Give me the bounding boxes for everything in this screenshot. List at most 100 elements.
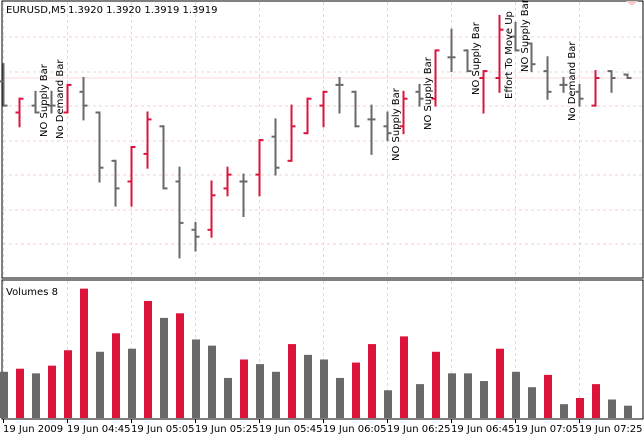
volume-bar — [544, 374, 552, 418]
price-bar — [31, 90, 40, 114]
price-bar — [191, 221, 200, 252]
price-bar — [255, 139, 264, 197]
volume-bar — [352, 362, 360, 418]
volume-bar — [240, 359, 248, 418]
volume-bar — [64, 350, 72, 418]
price-bar — [47, 90, 56, 114]
volume-bar — [400, 336, 408, 418]
price-bar — [607, 70, 616, 93]
price-bar — [351, 90, 360, 128]
price-bar — [399, 90, 408, 135]
price-bar — [239, 173, 248, 217]
volume-bar — [336, 377, 344, 418]
annotation-label: NO Supply Bar — [520, 0, 531, 72]
axis-tick-label: 19 Jun 07:05 — [515, 424, 579, 435]
annotations: NO Supply Bar No Demand Bar NO Supply Bar N… — [39, 0, 578, 161]
price-bar — [143, 111, 152, 169]
volume-bars — [0, 288, 632, 418]
volume-pane-title: Volumes 8 — [6, 287, 58, 298]
axis-tick-label: 19 Jun 2009 — [3, 424, 63, 435]
axis-tick-label: 19 Jun 05:45 — [259, 424, 323, 435]
volume-bar — [432, 351, 440, 418]
price-bar — [479, 70, 488, 114]
volume-bar — [608, 399, 616, 418]
annotation-label: NO Supply Bar — [471, 21, 482, 95]
price-bar — [559, 77, 568, 93]
symbol-label: EURUSD,M5 — [6, 5, 66, 16]
annotation-label: NO Supply Bar — [391, 87, 402, 161]
time-axis: 19 Jun 2009 19 Jun 04:45 19 Jun 05:05 19 Ju… — [3, 419, 643, 435]
volume-bar — [160, 317, 168, 418]
annotation-label: No Demand Bar — [55, 59, 66, 139]
annotation-label: NO Supply Bar — [39, 63, 50, 137]
price-bars — [0, 14, 632, 259]
volume-bar — [592, 384, 600, 418]
volume-bar — [304, 354, 312, 418]
price-bar — [271, 118, 280, 176]
volume-bar — [128, 348, 136, 418]
volume-bar — [560, 404, 568, 418]
volume-bar — [480, 381, 488, 418]
volume-bar — [576, 397, 584, 418]
volume-bar — [112, 333, 120, 418]
price-bar — [111, 159, 120, 207]
price-bar — [591, 70, 600, 107]
axis-tick-label: 19 Jun 04:45 — [67, 424, 131, 435]
annotation-label: Effort To Move Up — [504, 11, 515, 99]
volume-pane-border — [1, 279, 644, 420]
volume-bar — [144, 300, 152, 418]
price-bar — [127, 146, 136, 207]
price-bar — [223, 166, 232, 197]
price-pane-border — [1, 0, 644, 279]
axis-tick-label: 19 Jun 06:05 — [323, 424, 387, 435]
price-bar — [543, 56, 552, 100]
price-bar — [15, 97, 24, 128]
price-bar — [175, 166, 184, 259]
volume-bar — [496, 348, 504, 418]
ohlc-readout: 1.3920 1.3920 1.3919 1.3919 — [68, 5, 218, 16]
volume-bar — [528, 387, 536, 418]
volume-bar — [176, 313, 184, 418]
price-bar — [79, 77, 88, 121]
volume-bar — [256, 364, 264, 418]
volume-bar — [80, 288, 88, 418]
price-bar — [287, 104, 296, 162]
price-bar — [463, 49, 472, 73]
price-bar — [367, 104, 376, 155]
price-bar — [511, 21, 520, 52]
volume-bar — [224, 377, 232, 418]
price-bar — [319, 90, 328, 128]
price-bar — [303, 97, 312, 135]
price-bar — [495, 14, 504, 93]
volume-bar — [384, 390, 392, 418]
shift-marker-icon[interactable] — [626, 1, 638, 6]
volume-bar — [320, 359, 328, 418]
price-bar — [159, 125, 168, 190]
volume-bar — [208, 345, 216, 418]
price-bar — [63, 83, 72, 114]
volume-bar — [48, 365, 56, 418]
volume-bar — [288, 344, 296, 418]
price-bar — [527, 42, 536, 73]
price-bar — [95, 111, 104, 183]
annotation-label: No Demand Bar — [567, 41, 578, 121]
price-bar — [415, 83, 424, 107]
volume-bar — [96, 351, 104, 418]
price-bar — [0, 63, 8, 107]
volume-bar — [448, 373, 456, 418]
volume-bar — [32, 373, 40, 418]
axis-tick-label: 19 Jun 07:25 — [579, 424, 643, 435]
axis-tick-label: 19 Jun 05:05 — [131, 424, 195, 435]
annotation-label: NO Supply Bar — [423, 56, 434, 130]
price-bar — [383, 111, 392, 142]
price-bar — [431, 49, 440, 107]
volume-bar — [512, 371, 520, 418]
volume-bar — [416, 384, 424, 418]
price-bar — [447, 28, 456, 73]
volume-bar — [16, 368, 24, 418]
price-bar — [207, 180, 216, 238]
price-bar — [335, 77, 344, 114]
volume-bar — [368, 344, 376, 418]
volume-bar — [624, 405, 632, 418]
